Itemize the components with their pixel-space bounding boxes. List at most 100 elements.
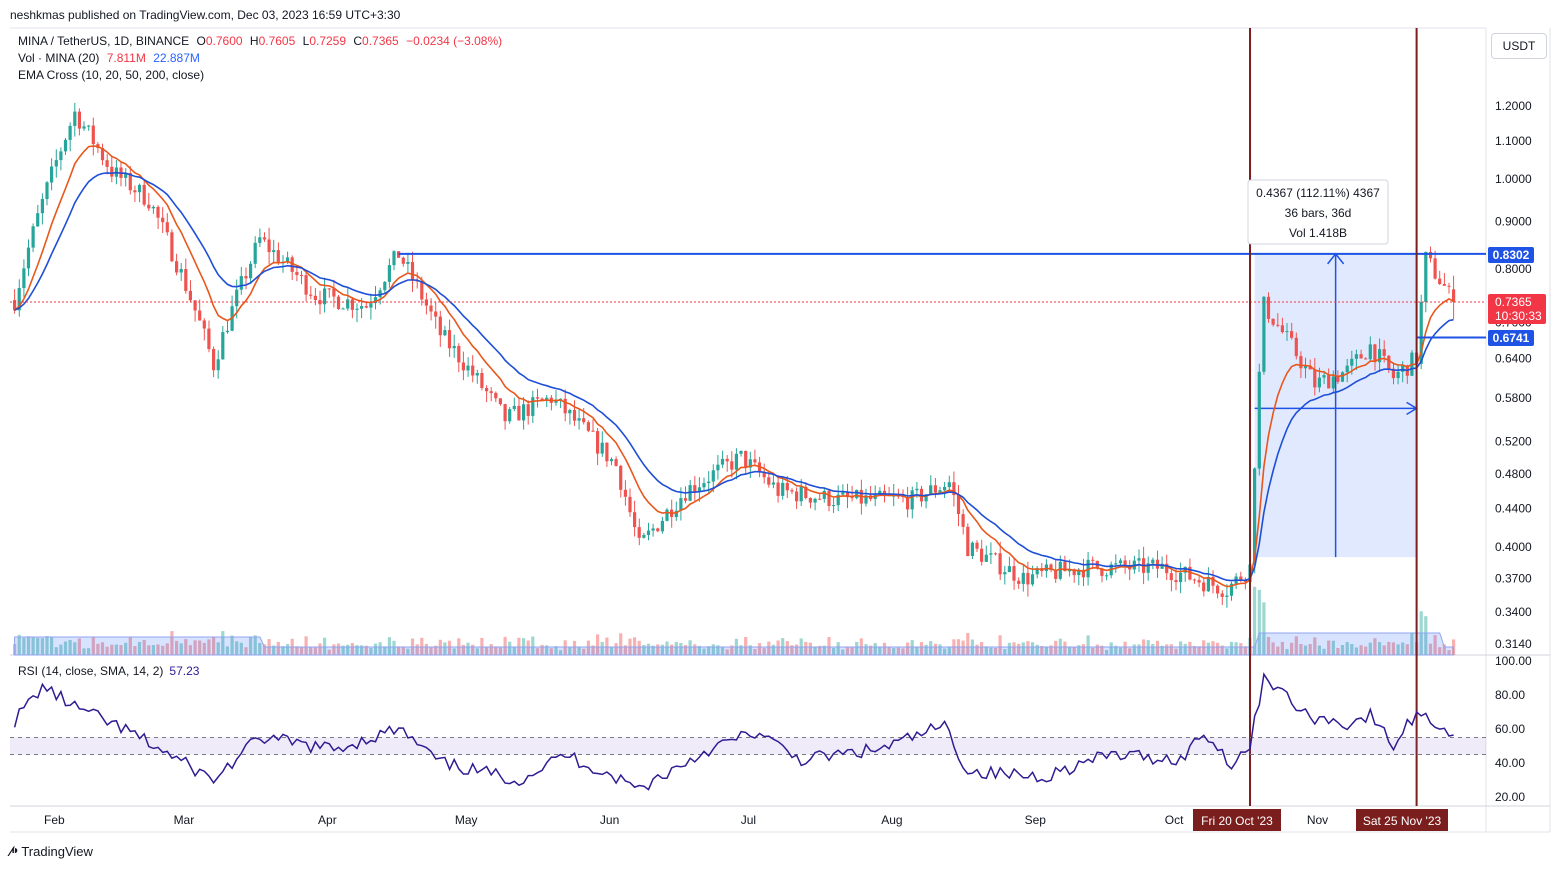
volume-bar [45,636,49,655]
volume-bar [1401,642,1405,655]
volume-bar [1438,647,1442,655]
candle-body [1183,566,1187,573]
last-price-tag: 0.7365 10:30:33 [1488,294,1546,324]
candle-body [956,495,961,514]
candle-body [943,487,947,491]
footer-brand-text: TradingView [21,844,93,859]
volume-bar [600,641,604,655]
rsi-axis[interactable]: 100.00 80.00 60.00 40.00 20.00 [1495,654,1532,804]
volume-bar [40,638,44,655]
volume-bar [975,644,979,655]
price-axis[interactable]: 1.20001.10001.00000.90000.80000.70000.64… [1495,99,1532,651]
candle-body [13,300,17,311]
ema-fast-line [14,145,1454,588]
candle-body [822,490,826,499]
rsi-label: RSI (14, close, SMA, 14, 2) [18,664,164,678]
currency-button[interactable]: USDT [1491,33,1547,59]
volume-bar [1359,645,1363,655]
candle-body [827,490,831,506]
candle-body [290,257,294,272]
volume-bar [184,639,188,655]
candle-body [1428,251,1433,259]
candle-body [1285,331,1289,333]
candle-body [45,182,49,199]
volume-bar [771,644,775,655]
volume-bar [26,636,31,655]
candle-body [272,250,276,253]
candle-body [1378,349,1382,363]
volume-bar [124,642,128,655]
candle-body [526,404,530,416]
volume-bar [1405,644,1409,655]
volume-bar [373,643,378,655]
rsi-value: 57.23 [169,664,200,678]
candle-body [739,450,743,454]
volume-bar [1396,644,1400,655]
footer-brand[interactable]: ⁄⁍ TradingView [10,843,93,860]
volume-bar [336,643,341,655]
candle-body [471,365,475,376]
volume-bar [105,646,109,655]
volume-bar [364,645,368,655]
candle-body [383,281,387,291]
volume-bar [96,643,100,655]
candle-body [998,553,1002,575]
time-axis[interactable]: Feb Mar Apr May Jun Jul Aug Sep Oct Nov [44,813,1328,827]
candle-body [1003,572,1007,575]
candle-body [757,462,762,473]
price-tick-14: 0.3140 [1495,637,1532,651]
volume-bar [165,643,169,655]
candle-body [480,373,484,388]
volume-bar [1063,641,1067,655]
volume-bar [1026,641,1030,655]
candle-body [244,276,248,279]
volume-bar [993,648,998,655]
candle-body [850,497,854,499]
volume-bar [1382,645,1386,655]
change-value: −0.0234 (−3.08%) [406,34,503,48]
volume-bar [554,646,558,655]
volume-bar [1072,647,1076,655]
close-value: 0.7365 [362,34,399,48]
volume-bar [776,640,780,655]
volume-bar [1276,646,1280,655]
volume-bar [633,637,637,655]
rsi-tick-4: 20.00 [1495,790,1525,804]
volume-bar [286,644,290,655]
volume-bar [1054,640,1058,655]
candle-body [1072,569,1076,576]
candle-body [642,535,646,538]
candle-body [1354,354,1358,359]
candle-body [494,392,498,399]
volume-bar [137,642,142,655]
volume-bar [369,648,373,655]
candle-body [1290,331,1294,338]
volume-bar [1354,647,1358,655]
volume-bar [401,647,405,655]
measure-line3: Vol 1.418B [1289,226,1347,240]
volume-bar [36,637,40,655]
candle-body [438,316,442,336]
date-tag-oct20: Fri 20 Oct '23 [1193,809,1281,831]
price-tick-4: 0.8000 [1495,262,1532,276]
volume-bar [818,645,822,655]
candle-body [762,472,766,478]
candle-body [1063,561,1067,572]
volume-legend: Vol · MINA (20) 7.811M 22.887M [18,50,200,67]
volume-bar [559,650,563,655]
volume-bar [1021,642,1025,655]
candle-body [420,281,424,300]
time-tick-6: Aug [881,813,902,827]
volume-bar [1137,644,1141,655]
volume-bar [688,640,692,655]
candle-body [1197,580,1201,583]
volume-bar [966,633,970,655]
volume-bar [1340,645,1345,655]
candle-body [1391,368,1395,379]
volume-bar [110,644,114,655]
volume-bar [1105,650,1109,655]
candle-body [63,139,68,152]
candle-body [1049,564,1053,571]
volume-bar [707,646,711,655]
